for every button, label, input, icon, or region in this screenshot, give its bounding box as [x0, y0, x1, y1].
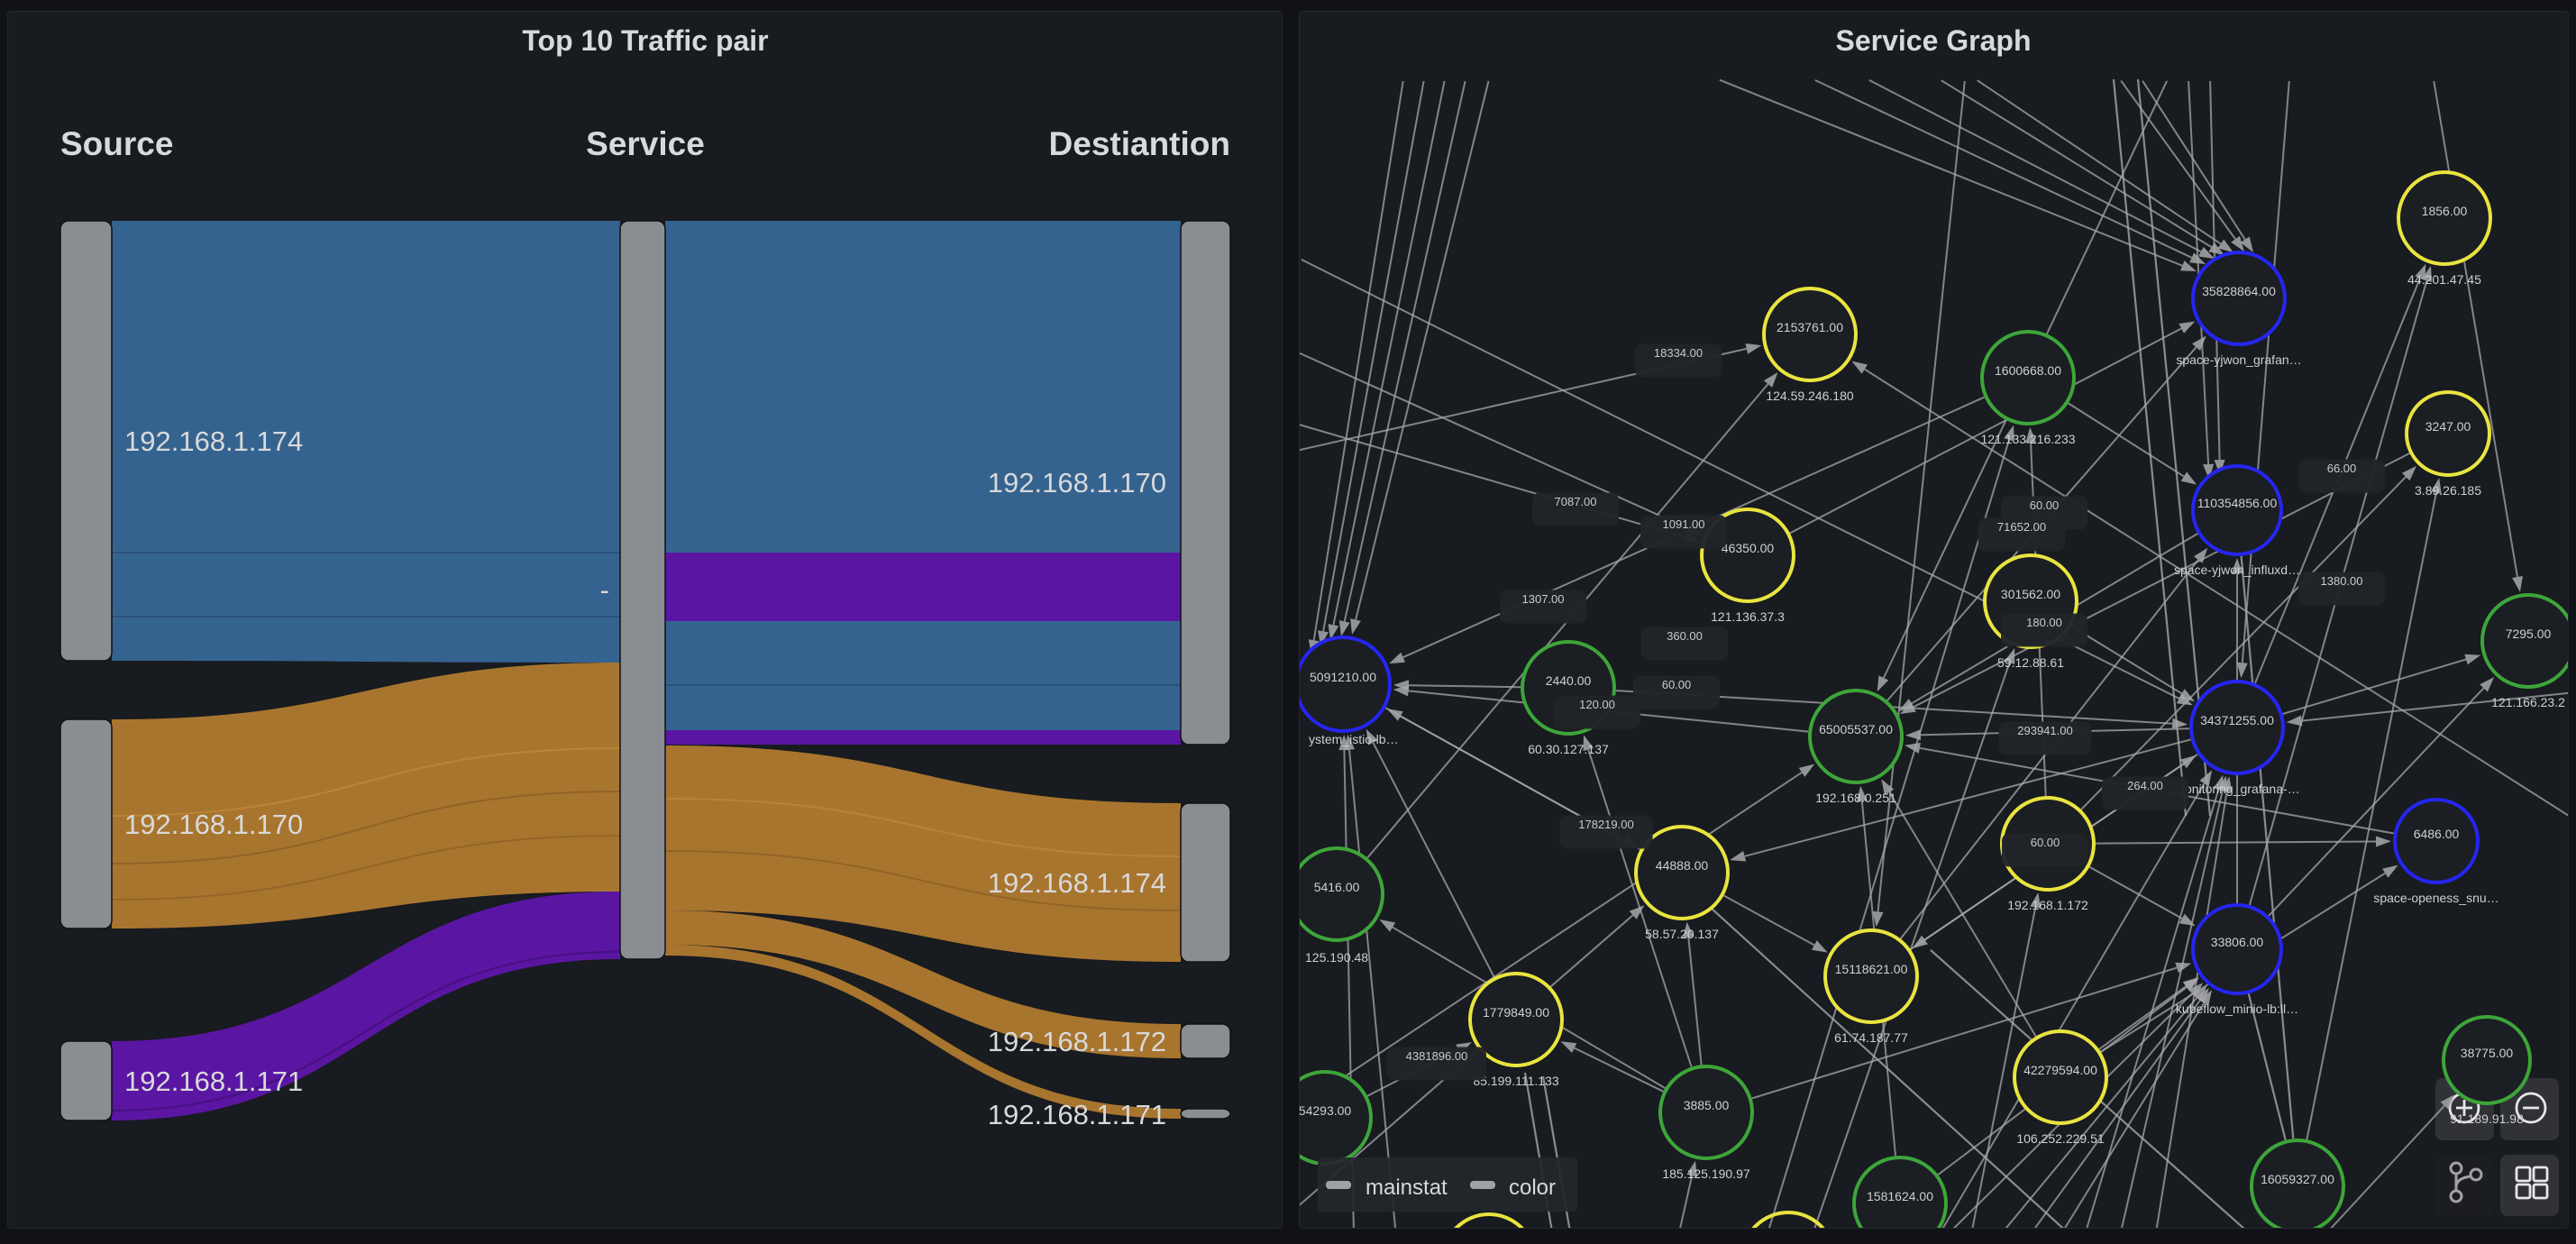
svg-text:180.00: 180.00: [2026, 616, 2062, 629]
svg-text:192.168.1.174: 192.168.1.174: [988, 867, 1166, 899]
svg-text:124.59.246.180: 124.59.246.180: [1766, 389, 1854, 403]
svg-text:Destiantion: Destiantion: [1049, 125, 1230, 162]
svg-text:2440.00: 2440.00: [1546, 673, 1592, 688]
svg-text:192.168.0.251: 192.168.0.251: [1815, 791, 1896, 805]
svg-text:91.189.91.98: 91.189.91.98: [2450, 1111, 2524, 1126]
svg-text:360.00: 360.00: [1667, 629, 1703, 643]
svg-text:44888.00: 44888.00: [1656, 858, 1709, 873]
svg-text:185.125.190.97: 185.125.190.97: [1662, 1166, 1750, 1181]
svg-text:-: -: [600, 574, 609, 606]
svg-text:34371255.00: 34371255.00: [2200, 713, 2274, 727]
svg-text:59.12.88.61: 59.12.88.61: [1997, 655, 2064, 670]
svg-text:2153761.00: 2153761.00: [1777, 320, 1843, 334]
svg-text:264.00: 264.00: [2127, 779, 2163, 792]
svg-text:3.89.26.185: 3.89.26.185: [2415, 483, 2481, 498]
svg-text:1600668.00: 1600668.00: [1995, 363, 2061, 378]
svg-text:54293.00: 54293.00: [1299, 1103, 1352, 1118]
svg-text:58.57.20.137: 58.57.20.137: [1645, 927, 1719, 941]
svg-text:ystem_istio-lb…: ystem_istio-lb…: [1309, 732, 1399, 746]
svg-text:192.168.1.172: 192.168.1.172: [2007, 898, 2088, 912]
svg-text:192.168.1.170: 192.168.1.170: [988, 467, 1166, 499]
svg-text:125.190.48: 125.190.48: [1305, 950, 1368, 965]
svg-text:301562.00: 301562.00: [2001, 587, 2060, 601]
svg-text:192.168.1.171: 192.168.1.171: [124, 1066, 303, 1097]
svg-text:space-yjwon_influxd…: space-yjwon_influxd…: [2174, 563, 2300, 577]
svg-text:space-openess_snu…: space-openess_snu…: [2373, 891, 2498, 905]
svg-text:space-yjwon_grafan…: space-yjwon_grafan…: [2176, 352, 2301, 367]
svg-text:1581624.00: 1581624.00: [1867, 1189, 1933, 1203]
svg-text:60.00: 60.00: [2030, 499, 2060, 512]
svg-text:85.199.111.133: 85.199.111.133: [1473, 1074, 1558, 1088]
svg-text:120.00: 120.00: [1579, 698, 1615, 711]
svg-text:1856.00: 1856.00: [2422, 204, 2468, 218]
svg-text:66.00: 66.00: [2327, 462, 2357, 475]
svg-text:3885.00: 3885.00: [1684, 1098, 1730, 1112]
svg-text:60.00: 60.00: [2031, 836, 2060, 849]
svg-text:60.30.127.137: 60.30.127.137: [1528, 742, 1609, 756]
svg-text:1091.00: 1091.00: [1663, 517, 1705, 531]
svg-text:1380.00: 1380.00: [2321, 574, 2363, 588]
svg-text:33806.00: 33806.00: [2211, 935, 2264, 949]
svg-text:5091210.00: 5091210.00: [1310, 670, 1376, 684]
svg-text:192.168.1.172: 192.168.1.172: [988, 1026, 1166, 1057]
svg-text:mainstat: mainstat: [1366, 1175, 1448, 1200]
svg-text:110354856.00: 110354856.00: [2197, 496, 2278, 510]
svg-text:monitoring_grafana-…: monitoring_grafana-…: [2174, 782, 2299, 796]
svg-text:Source: Source: [60, 125, 173, 162]
svg-text:kubeflow_minio-lb:ll…: kubeflow_minio-lb:ll…: [2176, 1002, 2298, 1016]
svg-text:Service: Service: [586, 125, 705, 162]
svg-text:1307.00: 1307.00: [1522, 592, 1565, 606]
svg-text:Service Graph: Service Graph: [1836, 24, 2032, 57]
svg-text:7087.00: 7087.00: [1555, 495, 1597, 508]
svg-text:121.166.23.2: 121.166.23.2: [2491, 695, 2565, 709]
svg-text:293941.00: 293941.00: [2017, 724, 2072, 737]
svg-text:61.74.187.77: 61.74.187.77: [1834, 1030, 1908, 1045]
svg-text:7295.00: 7295.00: [2506, 627, 2552, 641]
svg-text:3247.00: 3247.00: [2425, 419, 2471, 434]
svg-text:18334.00: 18334.00: [1654, 346, 1703, 360]
svg-text:1779849.00: 1779849.00: [1483, 1005, 1549, 1020]
svg-text:35828864.00: 35828864.00: [2202, 284, 2276, 298]
svg-text:121.136.37.3: 121.136.37.3: [1711, 609, 1785, 624]
svg-text:6486.00: 6486.00: [2414, 827, 2460, 841]
svg-text:color: color: [1509, 1175, 1556, 1200]
svg-text:192.168.1.174: 192.168.1.174: [124, 425, 303, 457]
svg-text:65005537.00: 65005537.00: [1819, 722, 1893, 736]
svg-text:15118621.00: 15118621.00: [1835, 962, 1908, 976]
svg-text:60.00: 60.00: [1662, 678, 1692, 691]
svg-text:192.168.1.171: 192.168.1.171: [988, 1099, 1166, 1130]
svg-text:71652.00: 71652.00: [1997, 520, 2046, 534]
svg-text:4381896.00: 4381896.00: [1406, 1049, 1468, 1063]
svg-text:Top 10 Traffic pair: Top 10 Traffic pair: [522, 24, 768, 57]
svg-text:16059327.00: 16059327.00: [2261, 1172, 2334, 1186]
svg-text:5416.00: 5416.00: [1314, 880, 1360, 894]
svg-text:42279594.00: 42279594.00: [2023, 1063, 2097, 1077]
svg-text:46350.00: 46350.00: [1722, 541, 1775, 555]
svg-text:44.201.47.45: 44.201.47.45: [2407, 272, 2481, 287]
svg-text:178219.00: 178219.00: [1578, 818, 1633, 831]
svg-text:106.252.229.51: 106.252.229.51: [2016, 1131, 2105, 1146]
svg-text:192.168.1.170: 192.168.1.170: [124, 809, 303, 840]
svg-text:38775.00: 38775.00: [2461, 1046, 2514, 1060]
svg-text:121.133.216.233: 121.133.216.233: [1980, 432, 2075, 446]
